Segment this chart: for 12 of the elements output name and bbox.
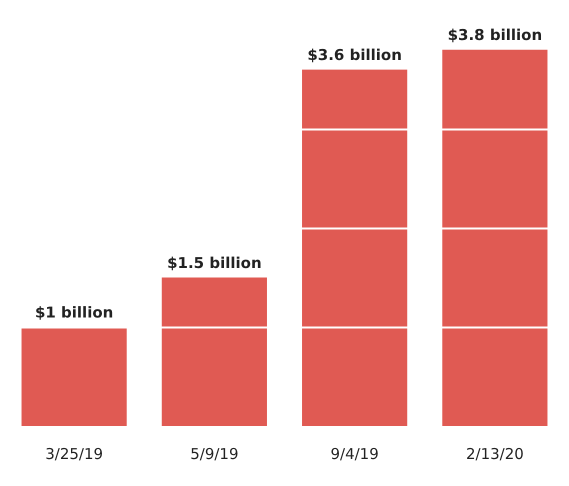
x-tick-label: 3/25/19 — [45, 444, 104, 463]
x-tick-label: 2/13/20 — [466, 444, 524, 463]
data-label: $3.8 billion — [448, 26, 542, 44]
bar — [162, 278, 267, 426]
x-tick-label: 9/4/19 — [330, 444, 379, 463]
data-label: $1.5 billion — [167, 254, 262, 272]
bar — [442, 50, 548, 426]
data-label: $3.6 billion — [307, 46, 402, 64]
bar — [302, 70, 408, 426]
bar — [22, 327, 127, 426]
x-tick-label: 5/9/19 — [190, 444, 239, 463]
data-label: $1 billion — [34, 303, 114, 322]
